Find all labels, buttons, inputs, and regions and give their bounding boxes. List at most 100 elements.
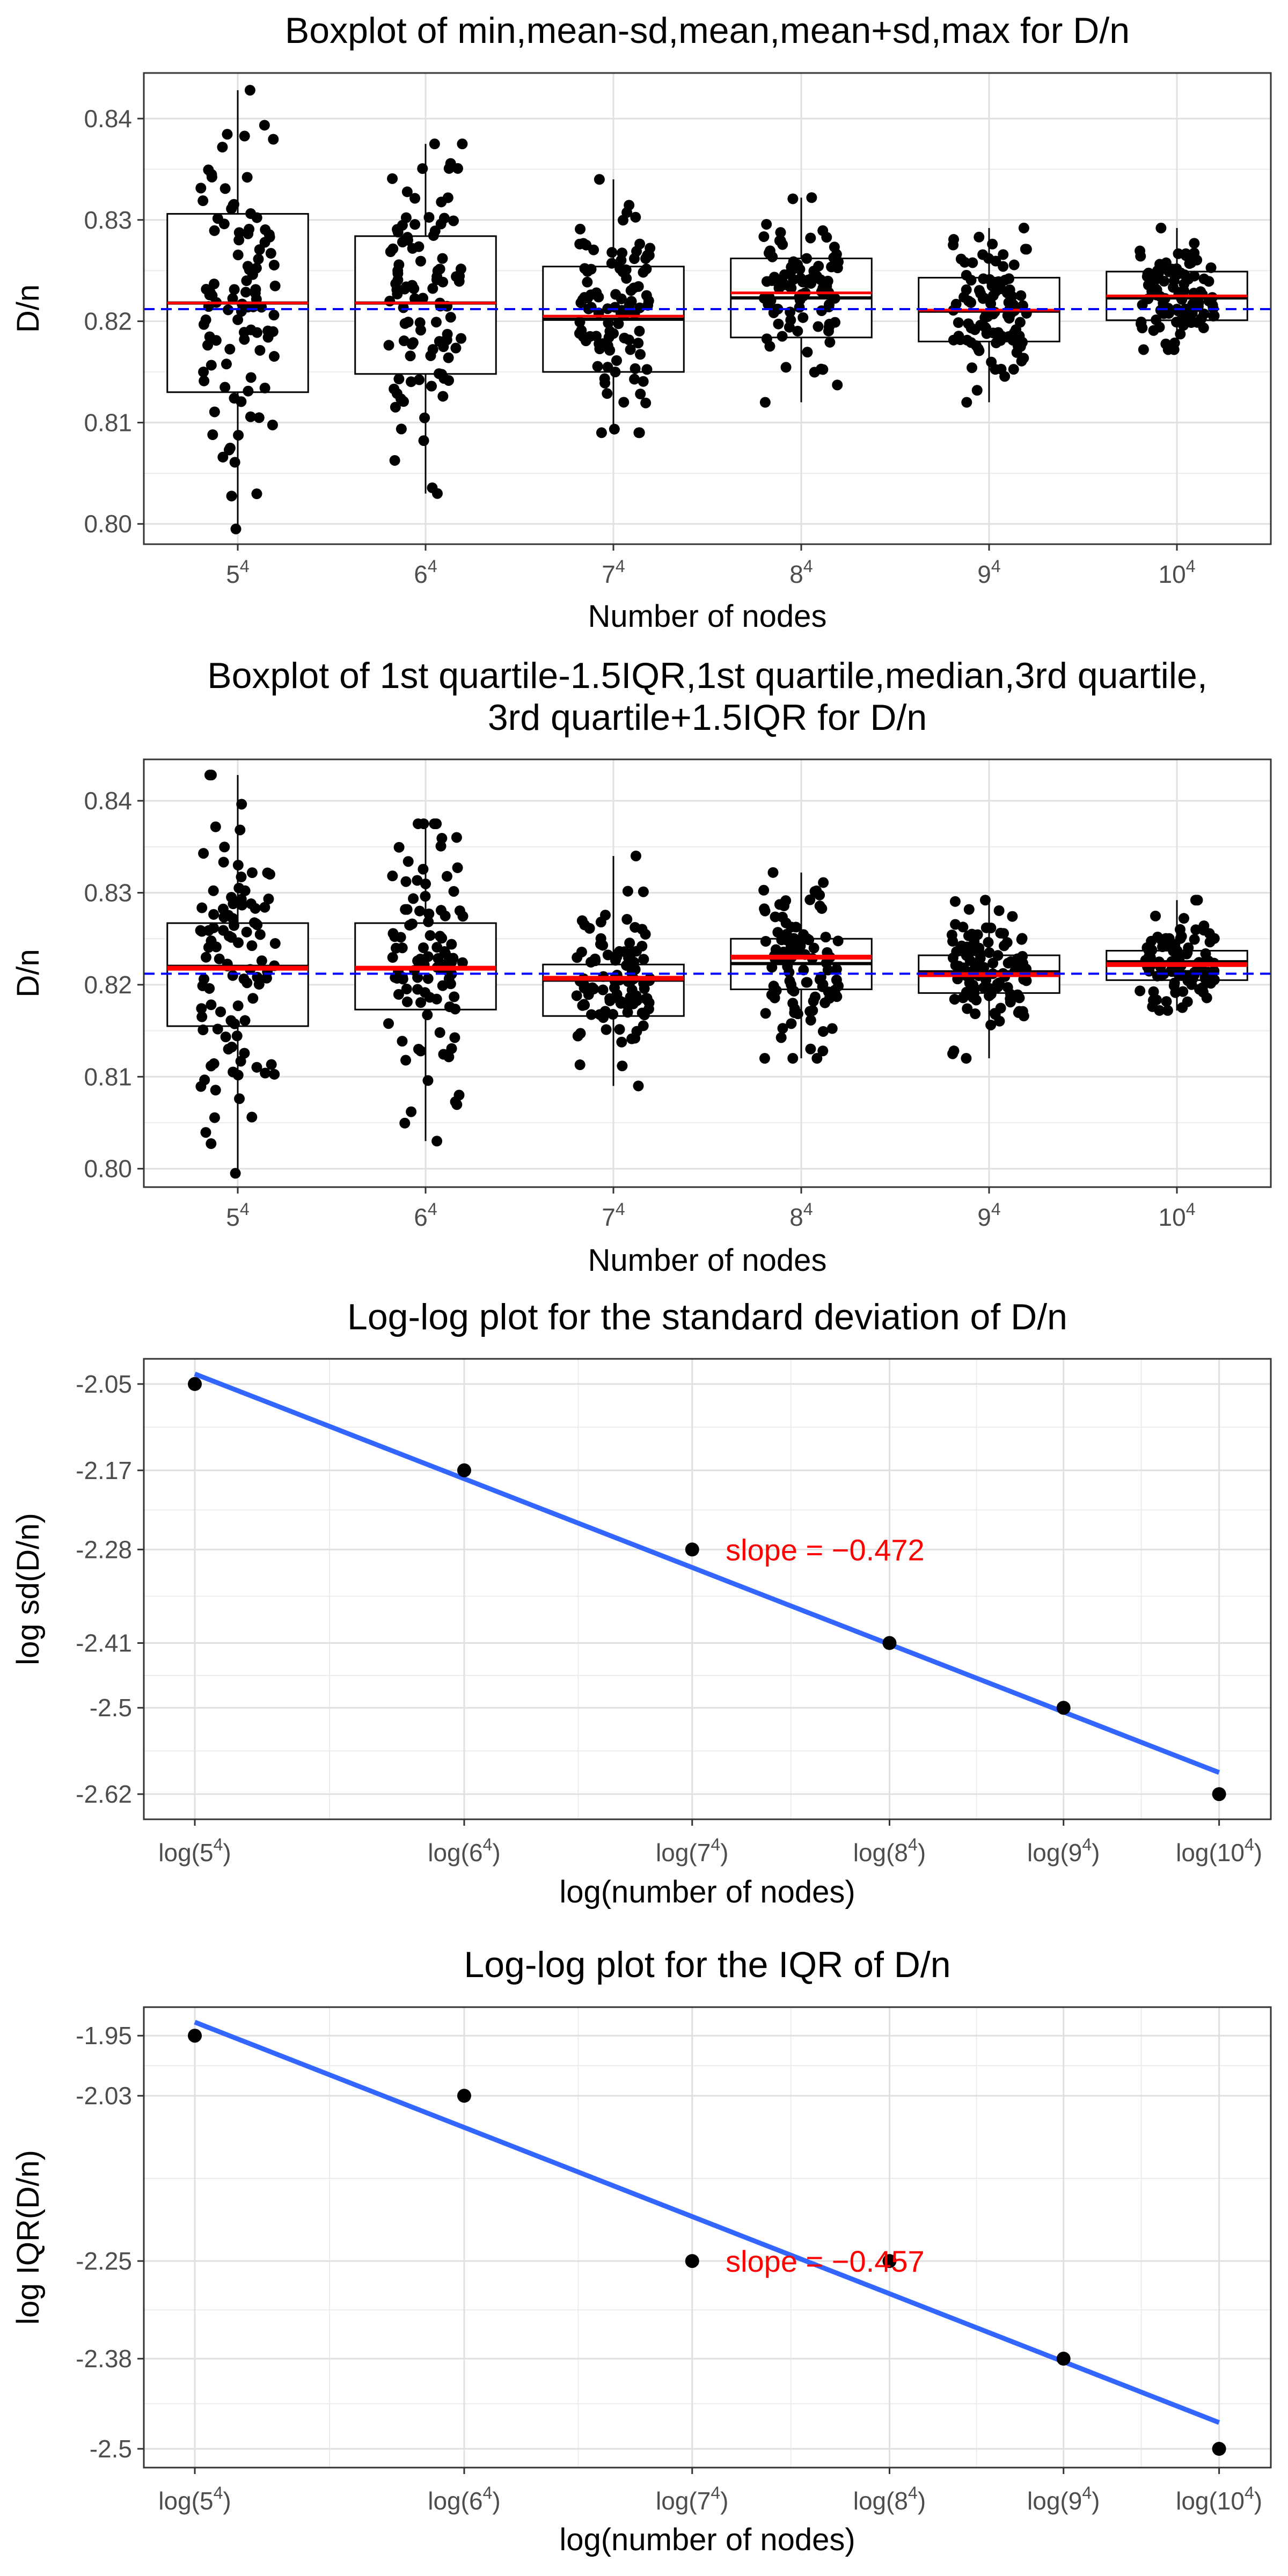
y-tick-label: -2.25: [76, 2247, 132, 2275]
data-point: [1181, 948, 1192, 960]
data-point: [572, 952, 583, 963]
data-point: [574, 1059, 586, 1071]
data-point: [239, 130, 250, 142]
data-point: [454, 905, 465, 917]
data-point: [985, 1019, 997, 1030]
y-tick-label: 0.80: [84, 1155, 132, 1183]
data-point: [949, 896, 961, 907]
data-point: [802, 977, 813, 988]
data-point: [233, 227, 245, 238]
data-point: [606, 247, 618, 258]
data-point: [427, 482, 438, 493]
data-point: [1205, 262, 1217, 273]
data-point: [400, 876, 412, 887]
data-point: [383, 1018, 394, 1029]
data-point: [574, 317, 586, 328]
data-point: [1203, 276, 1214, 287]
data-point: [984, 947, 995, 958]
data-point: [957, 992, 969, 1004]
data-point: [1016, 934, 1027, 945]
data-point: [999, 371, 1011, 382]
data-point: [387, 870, 398, 882]
data-point: [434, 1027, 445, 1038]
data-point: [412, 875, 423, 886]
data-point: [805, 232, 816, 244]
data-point: [423, 916, 434, 927]
data-point: [449, 991, 460, 1002]
data-point: [385, 246, 396, 258]
data-point: [760, 935, 771, 947]
data-point: [600, 910, 611, 921]
data-point: [413, 818, 424, 829]
data-point: [196, 1011, 208, 1022]
data-point: [1007, 911, 1018, 922]
data-point: [791, 921, 802, 933]
data-point: [634, 302, 646, 313]
data-point: [963, 295, 974, 306]
data-point: [1189, 934, 1200, 945]
data-point: [604, 345, 616, 356]
data-point: [758, 231, 770, 242]
data-point: [621, 999, 633, 1011]
data-point: [1212, 1787, 1226, 1802]
data-point: [219, 183, 231, 194]
data-point: [1014, 1006, 1025, 1017]
data-point: [453, 1089, 465, 1101]
y-tick-label: 0.83: [84, 879, 132, 907]
data-point: [206, 999, 217, 1011]
data-point: [1138, 344, 1149, 355]
data-point: [1174, 954, 1185, 965]
data-point: [418, 942, 429, 953]
data-point: [624, 938, 635, 949]
data-point: [1147, 1001, 1158, 1012]
data-point: [229, 457, 240, 468]
data-point: [268, 310, 280, 321]
x-tick-label: log(74): [656, 2483, 728, 2515]
data-point: [268, 351, 280, 362]
data-point: [992, 950, 1004, 961]
data-point: [400, 212, 412, 223]
data-point: [770, 944, 781, 955]
x-tick-label: 54: [226, 1199, 249, 1231]
data-point: [775, 1032, 787, 1043]
data-point: [392, 224, 403, 235]
data-point: [962, 1003, 973, 1014]
data-point: [794, 938, 805, 949]
data-point: [209, 225, 220, 236]
chart-title: Boxplot of min,mean-sd,mean,mean+sd,max …: [285, 10, 1130, 51]
data-point: [235, 824, 246, 836]
data-point: [786, 1018, 797, 1029]
x-tick-label: 84: [789, 557, 813, 588]
data-point: [435, 840, 447, 852]
data-point: [440, 910, 451, 921]
data-point: [980, 975, 992, 986]
data-point: [400, 904, 411, 915]
data-point: [804, 1006, 816, 1017]
data-point: [219, 841, 230, 853]
data-point: [236, 799, 247, 810]
data-point: [614, 1024, 625, 1035]
data-point: [579, 999, 590, 1011]
data-point: [408, 283, 420, 294]
data-point: [200, 1127, 211, 1138]
data-point: [429, 225, 441, 237]
data-point: [399, 1117, 411, 1129]
data-point: [824, 318, 835, 330]
data-point: [780, 362, 792, 373]
data-point: [964, 955, 976, 966]
x-tick-label: 104: [1159, 1199, 1196, 1231]
data-point: [624, 200, 635, 211]
data-point: [759, 397, 771, 408]
data-point: [1204, 936, 1216, 948]
data-point: [969, 945, 980, 956]
data-point: [802, 347, 813, 358]
data-point: [638, 886, 649, 897]
data-point: [609, 423, 620, 435]
data-point: [250, 284, 261, 295]
data-point: [638, 267, 649, 278]
data-point: [448, 953, 459, 964]
data-point: [616, 1036, 627, 1048]
y-tick-label: 0.84: [84, 787, 132, 815]
data-point: [640, 928, 651, 940]
data-point: [801, 253, 813, 264]
